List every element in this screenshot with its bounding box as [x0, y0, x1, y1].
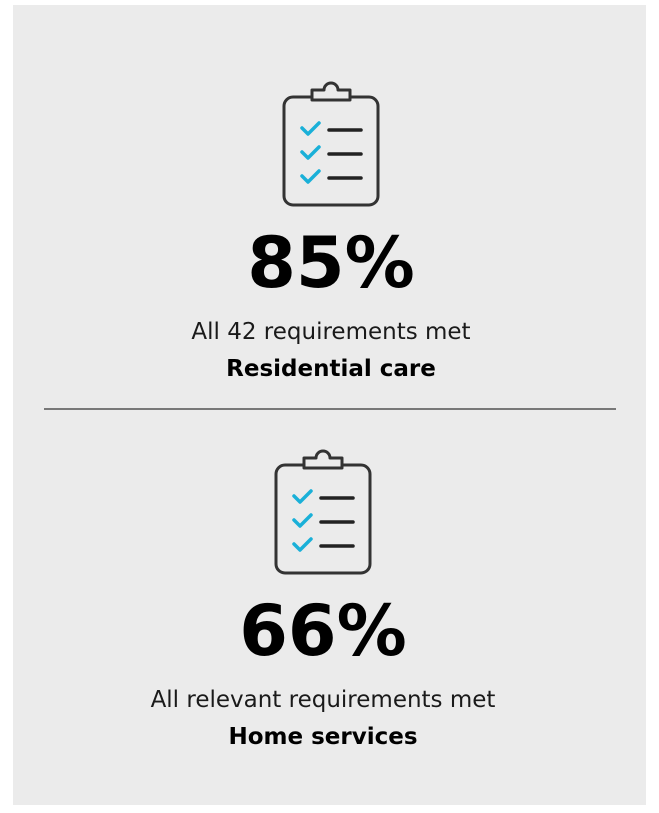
stat-category: Residential care	[226, 356, 436, 382]
stat-description: All 42 requirements met	[191, 319, 470, 345]
stat-value: 85%	[247, 222, 415, 304]
panel	[13, 5, 646, 805]
stats: 85% All 42 requirements met Residential ca…	[151, 222, 496, 750]
stat-value: 66%	[239, 590, 407, 672]
stat-category: Home services	[228, 724, 417, 750]
stat-description: All relevant requirements met	[151, 687, 496, 713]
